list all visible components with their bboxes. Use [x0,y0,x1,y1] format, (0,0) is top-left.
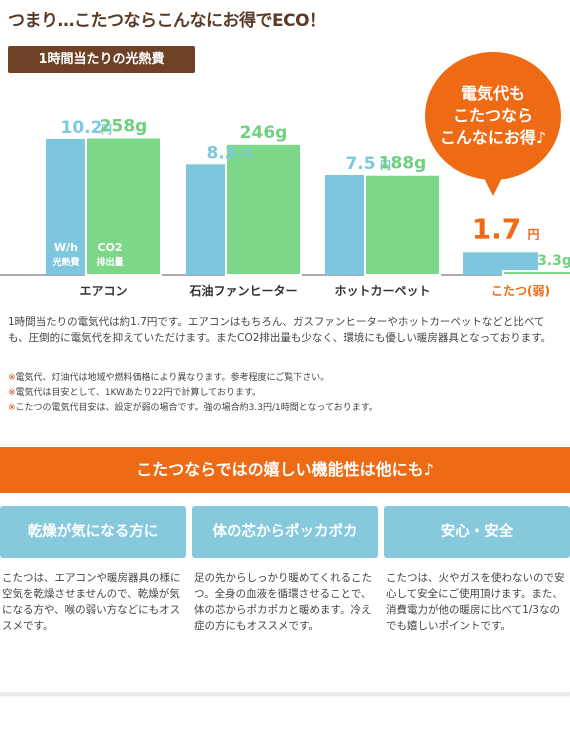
note-text: 電気代、灯油代は地域や燃料価格により異なります。参考程度にご覧下さい。 [15,373,330,383]
co2-legend-label: CO2 [97,241,122,254]
feature-title: 体の芯からポッカポカ [192,506,378,558]
note-text: 電気代は目安として、1KWあたり22円で計算しております。 [15,388,262,398]
category-label: 石油ファンヒーター [188,283,297,298]
co2-value-label: 188g [379,154,427,174]
category-label: ホットカーペット [334,284,430,298]
category-label: こたつ(弱) [491,283,550,298]
cost-legend-label: 光熱費 [51,256,79,268]
chart-description: 1時間当たりの電気代は約1.7円です。エアコンはもちろん、ガスファンヒーターやホ… [8,316,552,344]
note-item: ※電気代は目安として、1KWあたり22円で計算しております。 [8,386,563,401]
co2-bar [502,270,570,276]
note-mark: ※ [8,373,16,383]
co2-value-label: 3.3g [537,253,570,269]
bubble-line-3: こんなにお得♪ [439,128,547,147]
note-mark: ※ [8,388,16,398]
co2-bar [85,136,162,277]
co2-value-label: 258g [100,116,148,136]
features-banner: こたつならではの嬉しい機能性は他にも♪ [0,447,570,493]
cost-legend-label: W/h [54,241,78,254]
feature-text: 足の先からしっかり暖めてくれるこたつ。全身の血液を循環させることで、体の芯からポ… [194,572,373,632]
cost-value-label: 1.7 [472,212,522,245]
note-mark: ※ [8,403,16,413]
bubble-line-1: 電気代も [460,84,525,103]
category-label: エアコン [79,284,127,298]
promo-bubble: 電気代も こたつなら こんなにお得♪ [425,52,561,196]
page-headline: つまり…こたつならこんなにお得でECO！ [8,11,326,31]
feature-card-dryness: 乾燥が気になる方に こたつは、エアコンや暖房器具の様に空気を乾燥させませんので、… [0,506,186,634]
cost-unit-label: 円 [380,159,391,172]
note-text: こたつの電気代目安は、設定が弱の場合です。強の場合約3.3円/1時間となっており… [15,403,378,413]
feature-title: 乾燥が気になる方に [0,506,186,558]
bottom-divider [0,692,570,695]
cost-bar [463,252,538,275]
co2-legend-label: 排出量 [96,256,123,268]
co2-bar [225,142,302,276]
cost-value-label: 8.3 [206,143,236,163]
cost-value-label: 7.5 [345,154,375,174]
notes-list: ※電気代、灯油代は地域や燃料価格により異なります。参考程度にご覧下さい。 ※電気… [8,371,563,416]
feature-card-safety: 安心・安全 こたつは、火やガスを使わないので安心して安全にご使用頂けます。また、… [384,506,570,634]
feature-text: こたつは、火やガスを使わないので安心して安全にご使用頂けます。また、消費電力が他… [386,572,565,632]
cost-unit-label: 円 [101,123,112,136]
cost-unit-label: 円 [241,148,252,161]
note-item: ※こたつの電気代目安は、設定が弱の場合です。強の場合約3.3円/1時間となってお… [8,401,563,416]
feature-text: こたつは、エアコンや暖房器具の様に空気を乾燥させませんので、乾燥が気になる方や、… [2,572,181,632]
cost-unit-label: 円 [527,227,539,241]
section-tag: 1時間当たりの光熱費 [8,46,195,73]
co2-value-label: 246g [240,123,288,143]
feature-title: 安心・安全 [384,506,570,558]
bubble-line-2: こたつなら [452,106,533,125]
note-item: ※電気代、灯油代は地域や燃料価格により異なります。参考程度にご覧下さい。 [8,371,563,386]
cost-value-label: 10.2 [61,118,103,138]
co2-bar [364,173,441,276]
feature-card-warmth: 体の芯からポッカポカ 足の先からしっかり暖めてくれるこたつ。全身の血液を循環させ… [192,506,378,634]
